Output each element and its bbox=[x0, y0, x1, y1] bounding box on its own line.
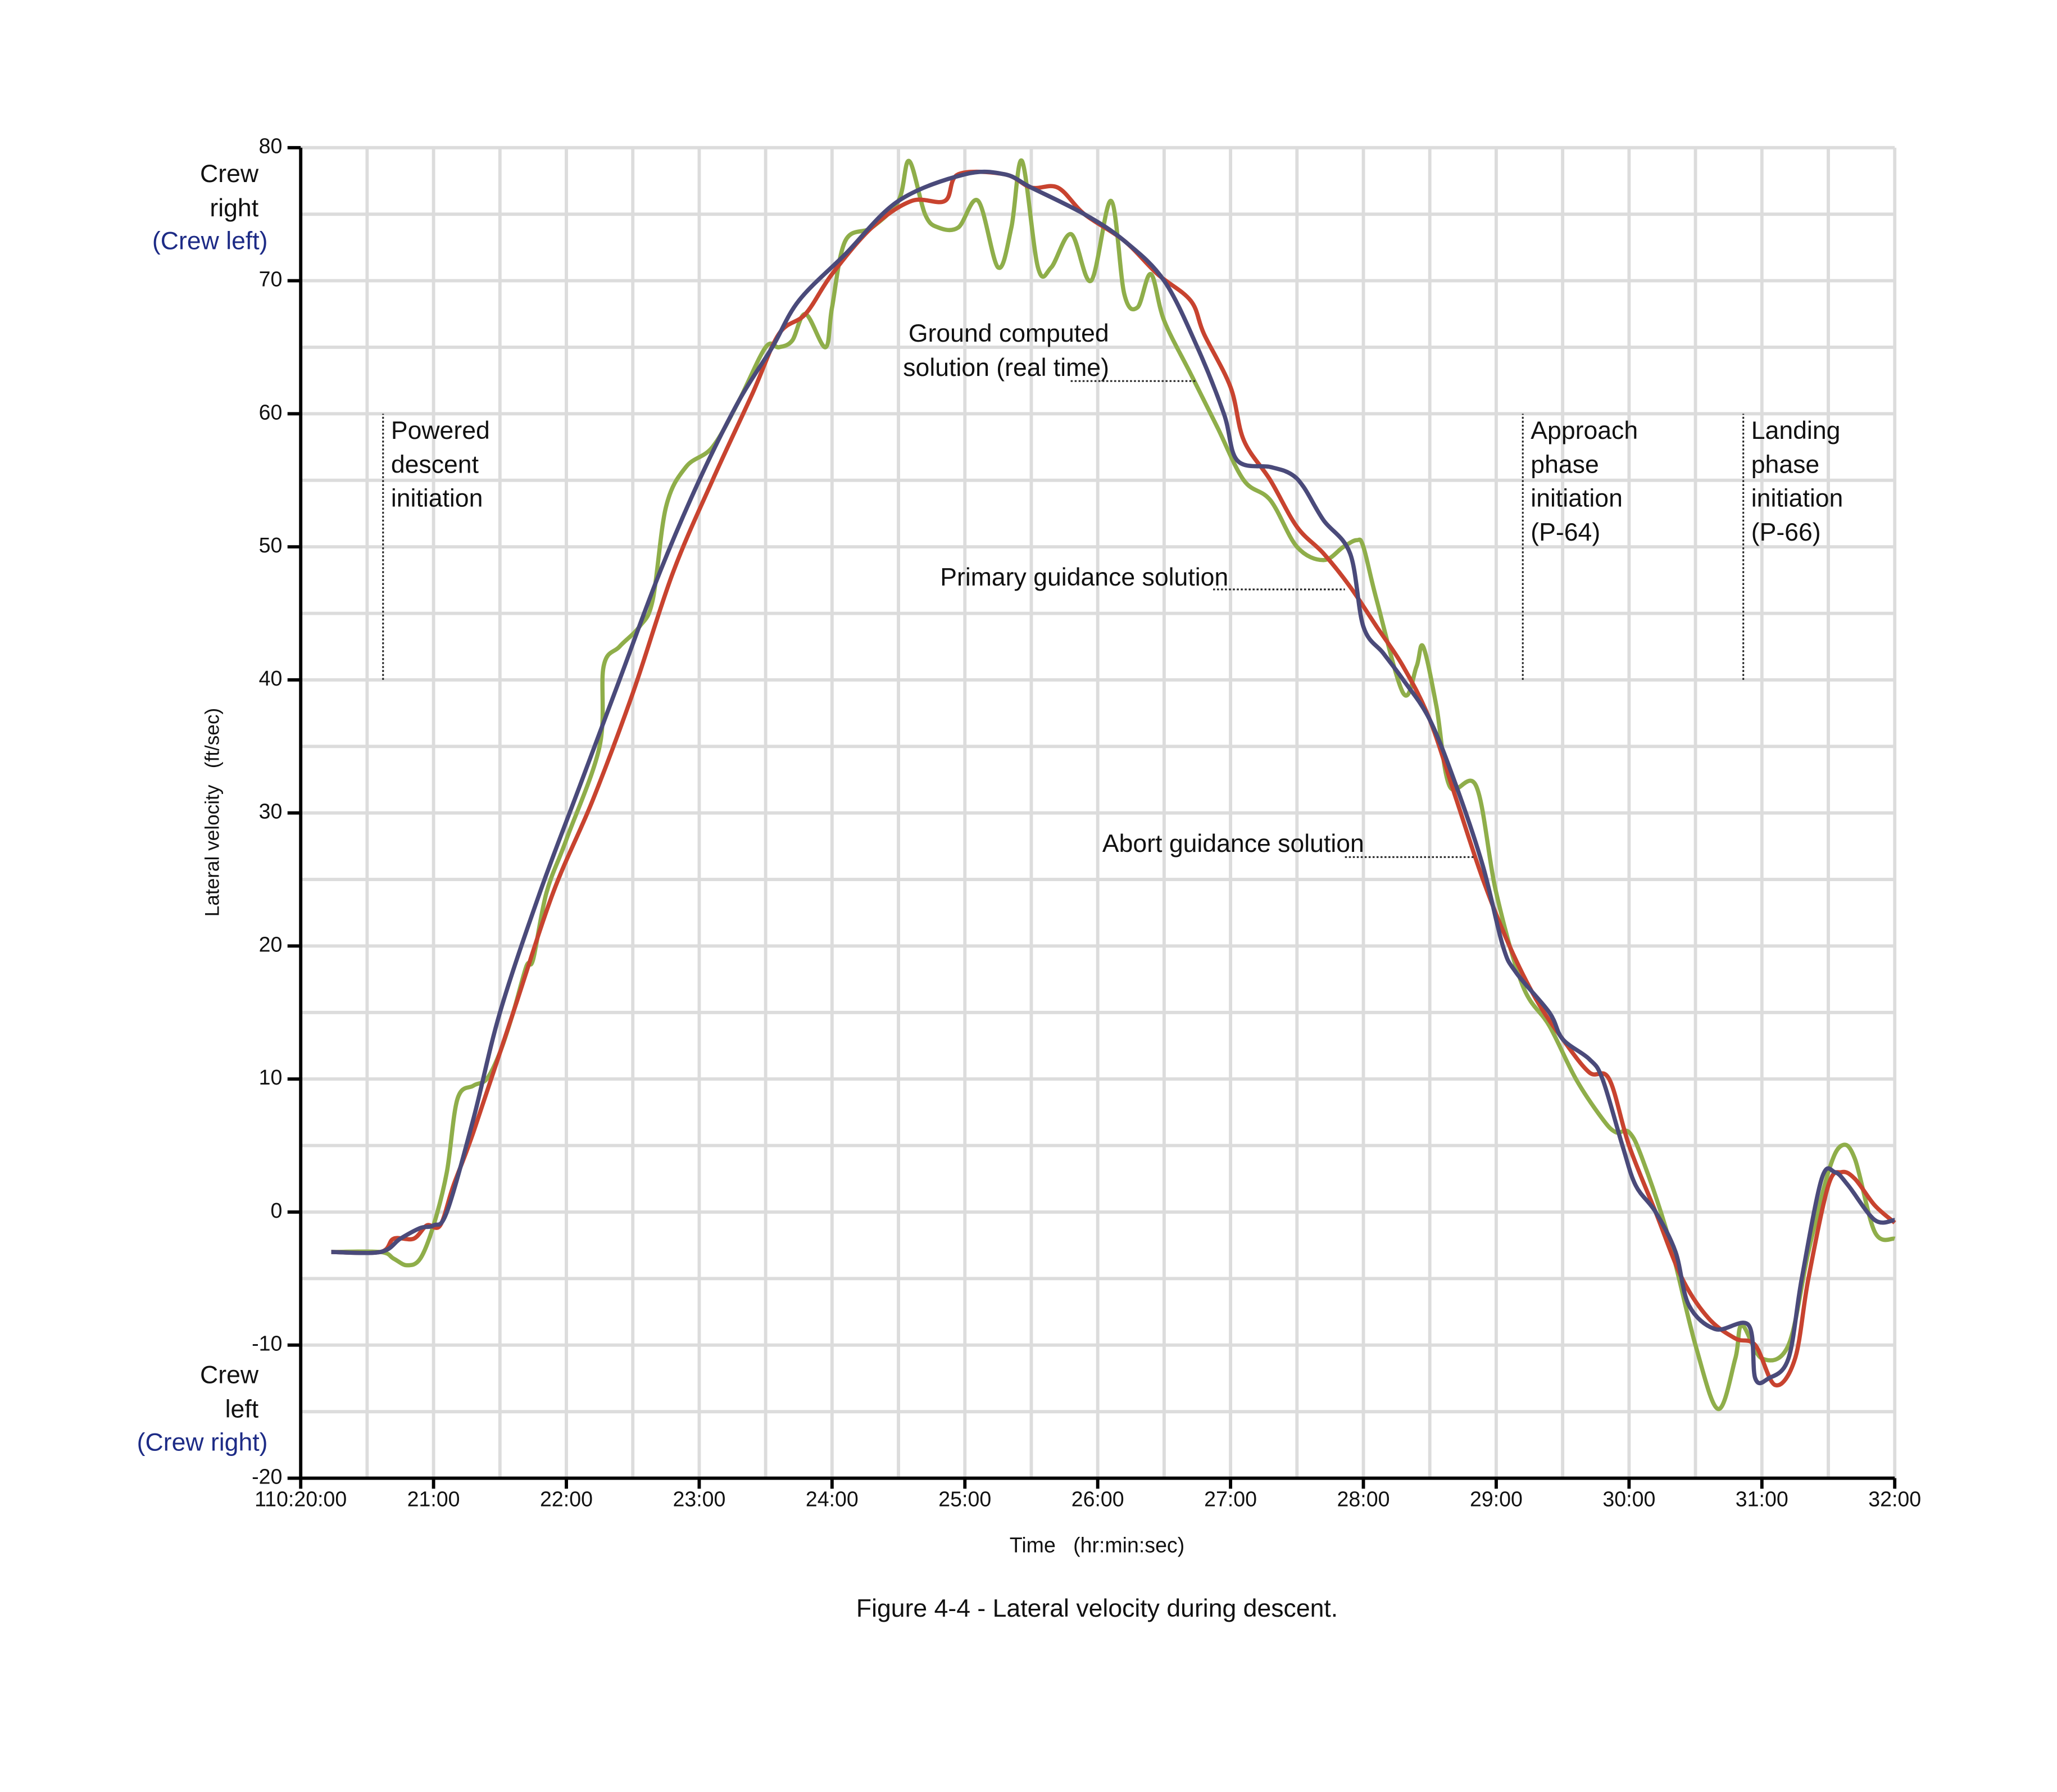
grid bbox=[299, 146, 1897, 1480]
series-annotation: solution (real time) bbox=[903, 354, 1109, 382]
y-tick-label: 80 bbox=[259, 134, 283, 158]
y-tick-label: 10 bbox=[259, 1065, 283, 1089]
y-tick-label: -20 bbox=[252, 1464, 282, 1488]
y-bottom-label: left bbox=[225, 1396, 259, 1423]
labels: -20 -10 0 10 20 30 40 50 60 70 80 110:20:00 21:00 22:… bbox=[252, 134, 1921, 1511]
event-label: initiation bbox=[1531, 485, 1623, 512]
x-tick-label: 25:00 bbox=[938, 1487, 991, 1510]
x-tick-label: 31:00 bbox=[1736, 1487, 1788, 1510]
event-label: (P-64) bbox=[1531, 519, 1600, 546]
x-tick-label: 27:00 bbox=[1204, 1487, 1257, 1510]
y-bottom-alt-label: (Crew right) bbox=[137, 1428, 268, 1456]
x-tick-label: 29:00 bbox=[1470, 1487, 1523, 1510]
series-annotation: Ground computed bbox=[909, 320, 1109, 347]
x-tick-label: 22:00 bbox=[540, 1487, 593, 1510]
y-bottom-label: Crew bbox=[200, 1362, 259, 1389]
x-tick-label: 28:00 bbox=[1337, 1487, 1390, 1510]
y-tick-label: 20 bbox=[259, 932, 283, 956]
plot-lines bbox=[331, 158, 1896, 1412]
series-annotation: Primary guidance solution bbox=[940, 564, 1228, 591]
x-tick-label: 24:00 bbox=[806, 1487, 859, 1510]
x-tick-label: 32:00 bbox=[1868, 1487, 1921, 1510]
event-label: Powered bbox=[391, 417, 490, 444]
y-tick-label: 70 bbox=[259, 267, 283, 291]
event-label: initiation bbox=[1751, 485, 1843, 512]
x-tick-label: 23:00 bbox=[673, 1487, 725, 1510]
event-label: (P-66) bbox=[1751, 519, 1821, 546]
y-tick-label: 40 bbox=[259, 666, 283, 690]
series-line bbox=[331, 169, 1895, 1386]
caption: Figure 4-4 - Lateral velocity during des… bbox=[856, 1595, 1338, 1622]
y-tick-label: 50 bbox=[259, 533, 283, 557]
axes bbox=[287, 146, 1897, 1489]
event-label: Landing bbox=[1751, 417, 1841, 444]
event-label: phase bbox=[1751, 451, 1819, 478]
event-label: initiation bbox=[391, 485, 483, 512]
y-tick-label: 0 bbox=[270, 1199, 282, 1222]
y-tick-label: -10 bbox=[252, 1332, 282, 1355]
y-top-alt-label: (Crew left) bbox=[152, 228, 268, 255]
series-annotation: Abort guidance solution bbox=[1102, 830, 1364, 858]
event-label: descent bbox=[391, 451, 479, 478]
y-tick-label: 30 bbox=[259, 800, 283, 823]
y-axis-title: Lateral velocity (ft/sec) bbox=[202, 708, 224, 917]
series-line bbox=[331, 169, 1896, 1387]
x-tick-label: 30:00 bbox=[1602, 1487, 1655, 1510]
y-top-label: right bbox=[210, 194, 258, 222]
series-line bbox=[331, 158, 1896, 1412]
x-tick-label: 21:00 bbox=[407, 1487, 460, 1510]
event-label: phase bbox=[1531, 451, 1599, 478]
y-top-label: Crew bbox=[200, 160, 259, 188]
event-label: Approach bbox=[1531, 417, 1638, 444]
y-tick-label: 60 bbox=[259, 400, 283, 424]
x-axis-title: Time (hr:min:sec) bbox=[1010, 1533, 1184, 1557]
x-tick-label: 110:20:00 bbox=[255, 1487, 347, 1510]
x-tick-label: 26:00 bbox=[1071, 1487, 1124, 1510]
